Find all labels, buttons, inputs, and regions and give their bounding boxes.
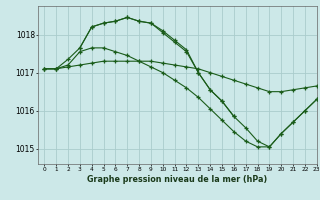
X-axis label: Graphe pression niveau de la mer (hPa): Graphe pression niveau de la mer (hPa): [87, 175, 268, 184]
